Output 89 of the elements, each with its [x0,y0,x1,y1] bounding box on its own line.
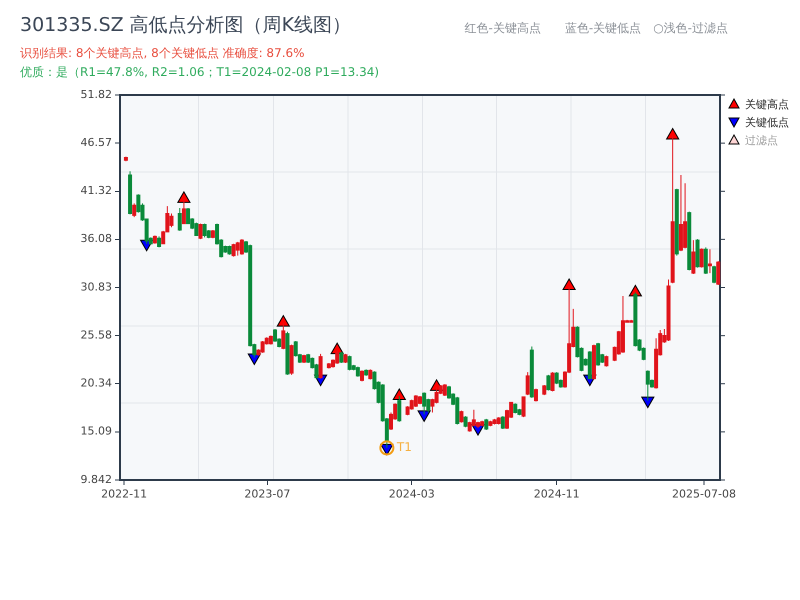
y-tick-label: 36.08 [80,232,112,246]
candlestick [442,384,447,397]
candlestick [368,368,372,380]
candlestick [348,355,352,371]
candlestick [157,236,162,248]
legend-label: 关键高点 [745,96,789,112]
candlestick [290,344,294,376]
candlestick [500,416,505,430]
candlestick [513,402,518,414]
candlestick [182,198,186,224]
candlestick [364,368,368,376]
candlestick [484,418,488,430]
candlestick [596,342,600,366]
candlestick [210,230,215,239]
candlestick [326,362,331,369]
candlestick [691,240,696,275]
candlestick [492,418,497,425]
y-tick-label: 9.842 [80,472,112,486]
annotation: T1 [396,440,412,454]
candlestick [198,223,202,240]
candlestick [422,392,426,415]
candlestick [285,331,290,376]
candlestick [646,370,650,402]
candlestick [554,372,559,385]
y-tick-label: 15.09 [80,424,112,438]
candlestick [534,388,538,402]
candlestick [604,355,608,368]
candlestick [236,241,240,256]
candlestick [708,248,712,274]
chart-title: 301335.SZ 高低点分析图（周K线图） [20,13,352,38]
x-tick-label: 2025-07-08 [672,487,736,500]
candlestick [178,207,182,232]
candlestick [232,243,236,258]
x-tick-label: 2024-11 [534,487,580,500]
x-tick-label: 2022-11 [101,487,148,500]
candlestick [281,322,286,350]
y-tick-label: 30.83 [80,280,112,294]
candlestick [542,384,546,396]
candlestick [124,156,128,162]
candlestick [678,174,683,252]
candlestick [343,353,348,364]
candlestick [620,296,625,354]
candlestick [674,188,679,256]
candlestick [633,292,638,347]
candlestick [240,238,244,256]
candlestick [356,366,360,378]
chart-subtitle: 识别结果: 8个关键高点, 8个关键低点 准确度: 87.6% [20,45,305,62]
candlestick [687,211,692,271]
candlestick [455,396,460,425]
candlestick [480,420,484,427]
candlestick [202,223,207,238]
candlestick [696,238,700,268]
candlestick [496,416,501,425]
y-tick-label: 25.58 [80,328,112,342]
candlestick [397,396,402,422]
candlestick [464,416,468,428]
text: 红色-关键高点 蓝色-关键低点 ○浅色-过滤点 [464,20,728,37]
candlestick [459,410,464,424]
candlestick [152,235,157,244]
x-tick-label: 2024-03 [388,487,435,500]
y-tick-label: 41.32 [80,184,112,198]
y-tick-label: 20.34 [80,376,112,390]
candlestick [592,344,596,380]
candlestick [488,420,492,427]
candlestick [526,372,530,396]
candlestick [132,202,136,218]
candlestick [530,346,534,398]
text: 优质：是（R1=47.8%, R2=1.06；T1=2024-02-08 P1=13.34) [20,64,380,81]
legend-label: 关键低点 [745,114,789,130]
candlestick [318,353,323,380]
x-tick-label: 2023-07 [244,487,290,500]
candlestick [194,222,198,236]
candlestick [339,351,344,364]
candlestick [418,396,422,405]
candlestick [716,260,720,286]
candlestick [712,265,716,284]
candlestick [335,350,340,364]
candlestick [128,170,132,215]
candlestick [227,245,232,256]
candlestick [629,319,634,323]
y-tick-label: 51.82 [80,88,112,101]
y-tick-label: 46.57 [80,136,112,150]
candlestick [302,354,306,364]
candlestick [550,372,555,392]
legend-label: 过滤点 [745,132,778,148]
candlestick [414,394,418,408]
candlestick [360,370,364,382]
candlestick [588,350,592,380]
candlestick [260,340,265,354]
